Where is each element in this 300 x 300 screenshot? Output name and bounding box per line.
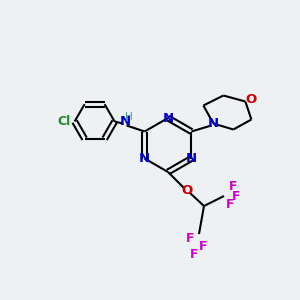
Text: F: F <box>199 239 207 253</box>
Text: Cl: Cl <box>57 115 70 128</box>
Text: F: F <box>229 181 237 194</box>
Text: N: N <box>139 152 150 165</box>
Text: O: O <box>182 184 193 197</box>
Text: N: N <box>162 112 174 124</box>
Text: F: F <box>190 248 198 262</box>
Text: N: N <box>120 115 131 128</box>
Text: N: N <box>186 152 197 165</box>
Text: F: F <box>232 190 240 202</box>
Text: F: F <box>226 199 234 212</box>
Text: H: H <box>125 112 133 122</box>
Text: N: N <box>208 117 219 130</box>
Text: O: O <box>246 93 257 106</box>
Text: F: F <box>186 232 194 244</box>
